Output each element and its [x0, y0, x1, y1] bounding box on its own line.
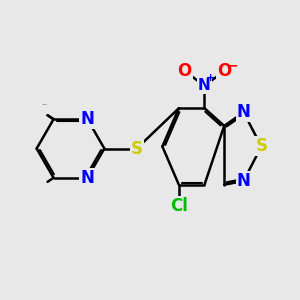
Text: N: N — [80, 169, 94, 187]
Text: −: − — [226, 59, 238, 73]
Text: N: N — [237, 103, 250, 121]
Text: N: N — [198, 78, 211, 93]
Text: methyl: methyl — [43, 104, 48, 105]
Text: N: N — [237, 172, 250, 190]
Text: S: S — [131, 140, 143, 158]
Text: S: S — [255, 137, 267, 155]
Text: O: O — [217, 62, 231, 80]
Text: O: O — [178, 62, 192, 80]
Text: +: + — [206, 73, 216, 82]
Text: N: N — [80, 110, 94, 128]
Text: Cl: Cl — [170, 197, 188, 215]
